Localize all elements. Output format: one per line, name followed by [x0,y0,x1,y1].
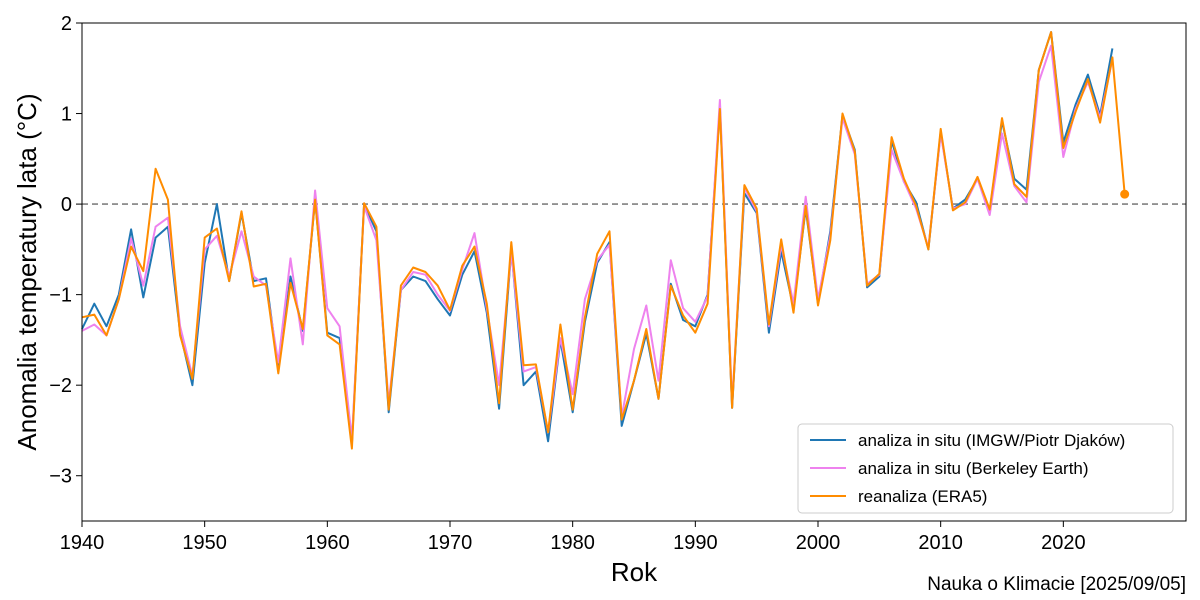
legend-box [797,423,1174,514]
legend-label-era5: reanaliza (ERA5) [858,487,987,506]
y-tick-label: −1 [49,285,72,307]
x-tick-label: 2020 [1041,532,1086,554]
y-axis-ticks: −3 −2 −1 0 1 2 [49,13,82,488]
x-tick-label: 1980 [550,532,595,554]
x-tick-label: 1960 [305,532,350,554]
era5-latest-point [1120,189,1130,199]
x-tick-label: 2010 [918,532,963,554]
x-tick-label: 1990 [673,532,718,554]
legend: analiza in situ (IMGW/Piotr Djaków) anal… [797,423,1174,514]
y-tick-label: 1 [61,104,72,126]
legend-label-berkeley: analiza in situ (Berkeley Earth) [858,459,1089,478]
y-axis-label: Anomalia temperatury lata (°C) [12,93,42,450]
y-tick-label: −2 [49,375,72,397]
y-tick-label: 0 [61,194,72,216]
y-tick-label: 2 [61,13,72,35]
x-tick-label: 2000 [796,532,841,554]
legend-label-imgw: analiza in situ (IMGW/Piotr Djaków) [858,431,1125,450]
x-tick-label: 1950 [182,532,227,554]
series-line-era5 [81,31,1126,450]
x-tick-label: 1970 [428,532,473,554]
x-axis-ticks: 1940 1950 1960 1970 1980 1990 2000 2010 2020 [60,521,1086,554]
x-axis-label: Rok [611,557,658,587]
source-credit: Nauka o Klimacie [2025/09/05] [927,574,1186,595]
y-tick-label: −3 [49,466,72,488]
plot-frame [81,22,1187,522]
series-layer [81,31,1130,450]
x-tick-label: 1940 [60,532,105,554]
